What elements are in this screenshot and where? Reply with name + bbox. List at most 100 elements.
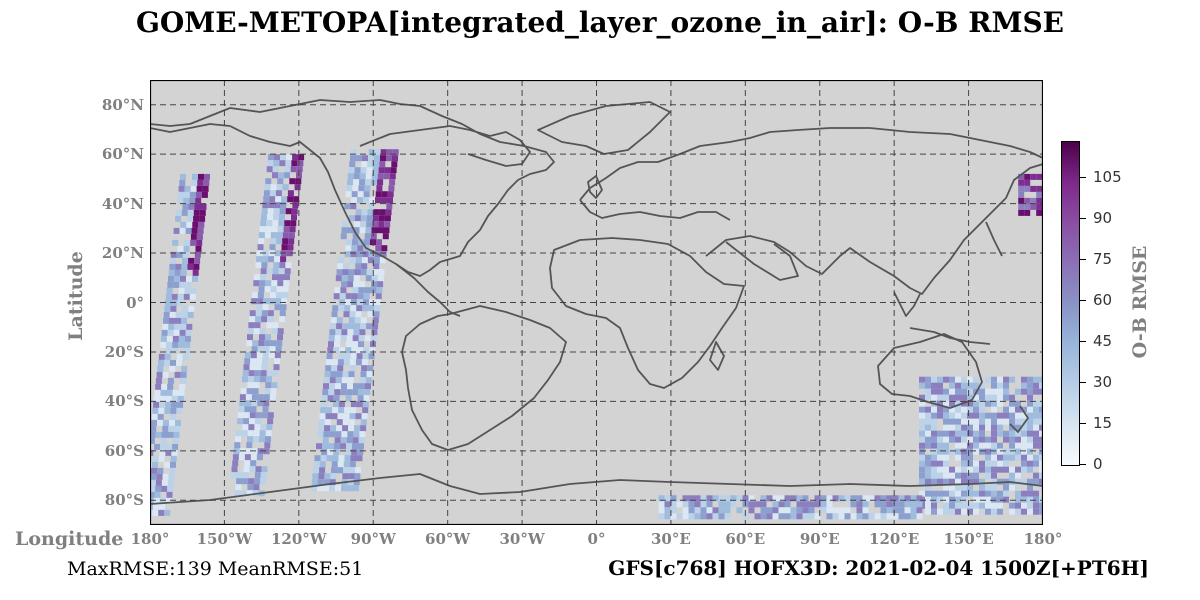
- rmse-cell: [955, 406, 961, 413]
- rmse-cell: [910, 495, 917, 502]
- y-axis-label: Latitude: [65, 251, 87, 341]
- rmse-cell: [317, 479, 324, 486]
- rmse-cell: [991, 430, 997, 437]
- rmse-cell: [324, 425, 331, 432]
- rmse-cell: [276, 238, 283, 245]
- rmse-cell: [338, 401, 345, 408]
- rmse-cell: [255, 412, 262, 419]
- rmse-cell: [931, 376, 937, 383]
- rmse-cell: [844, 507, 851, 514]
- rmse-cell: [1009, 418, 1015, 425]
- rmse-cell: [979, 400, 985, 407]
- rmse-cell: [955, 490, 961, 497]
- rmse-cell: [342, 269, 349, 276]
- rmse-cell: [270, 340, 277, 347]
- rmse-cell: [247, 334, 253, 341]
- rmse-cell: [175, 419, 181, 426]
- rmse-cell: [1033, 382, 1039, 389]
- rmse-cell: [172, 389, 179, 396]
- rmse-cell: [802, 501, 809, 508]
- rmse-cell: [260, 472, 267, 479]
- rmse-cell: [1009, 436, 1015, 443]
- rmse-cell: [1021, 418, 1027, 425]
- rmse-cell: [937, 460, 943, 467]
- rmse-cell: [991, 418, 997, 425]
- rmse-cell: [973, 490, 979, 497]
- rmse-cell: [363, 347, 370, 354]
- rmse-cell: [234, 490, 241, 497]
- rmse-cell: [165, 395, 172, 402]
- rmse-cell: [271, 226, 278, 233]
- rmse-cell: [180, 173, 186, 180]
- rmse-cell: [365, 383, 371, 390]
- rmse-cell: [361, 161, 368, 168]
- rmse-cell: [359, 431, 366, 438]
- rmse-cell: [348, 215, 355, 222]
- rmse-cell: [892, 513, 899, 520]
- rmse-cell: [177, 293, 184, 300]
- rmse-cell: [257, 244, 264, 251]
- rmse-cell: [284, 166, 291, 173]
- rmse-cell: [265, 436, 271, 443]
- rmse-cell: [232, 454, 239, 461]
- rmse-cell: [357, 293, 364, 300]
- rmse-cell: [997, 460, 1003, 467]
- rmse-cell: [261, 364, 268, 371]
- rmse-cell: [949, 382, 955, 389]
- rmse-cell: [269, 346, 276, 353]
- rmse-cell: [192, 275, 198, 282]
- rmse-cell: [199, 209, 206, 216]
- rmse-cell: [253, 382, 260, 389]
- rmse-cell: [250, 454, 257, 461]
- lat-tick-label: 20°S: [104, 342, 144, 361]
- rmse-cell: [384, 215, 391, 222]
- rmse-cell: [335, 275, 342, 282]
- rmse-cell: [249, 316, 256, 323]
- rmse-cell: [961, 466, 967, 473]
- rmse-cell: [345, 293, 352, 300]
- rmse-cell: [682, 507, 689, 514]
- rmse-cell: [1015, 442, 1021, 449]
- rmse-cell: [862, 507, 869, 514]
- rmse-cell: [1036, 173, 1043, 180]
- rmse-cell: [184, 239, 191, 246]
- rmse-cell: [919, 478, 925, 485]
- rmse-cell: [943, 448, 949, 455]
- rmse-cell: [166, 341, 173, 348]
- rmse-cell: [259, 226, 266, 233]
- rmse-cell: [160, 389, 167, 396]
- rmse-cell: [955, 424, 961, 431]
- rmse-cell: [706, 501, 713, 508]
- rmse-cell: [352, 335, 359, 342]
- rmse-cell: [916, 507, 923, 514]
- rmse-cell: [354, 473, 361, 480]
- rmse-cell: [375, 293, 382, 300]
- rmse-cell: [236, 478, 243, 485]
- rmse-cell: [254, 478, 261, 485]
- rmse-cell: [237, 412, 244, 419]
- rmse-cell: [384, 167, 391, 174]
- rmse-cell: [826, 513, 833, 520]
- rmse-cell: [247, 328, 254, 335]
- rmse-cell: [259, 334, 265, 341]
- rmse-cell: [185, 227, 192, 234]
- rmse-cell: [955, 388, 961, 395]
- rmse-cell: [171, 347, 178, 354]
- rmse-cell: [331, 311, 338, 318]
- rmse-cell: [856, 513, 863, 520]
- rmse-cell: [1015, 424, 1021, 431]
- rmse-cell: [844, 513, 851, 520]
- rmse-cell: [190, 233, 197, 240]
- rmse-cell: [185, 281, 192, 288]
- rmse-cell: [341, 329, 348, 336]
- rmse-cell: [826, 501, 833, 508]
- rmse-cell: [325, 359, 332, 366]
- rmse-cell: [1027, 424, 1033, 431]
- rmse-cell: [272, 220, 279, 227]
- rmse-cell: [943, 496, 949, 503]
- rmse-cell: [967, 400, 973, 407]
- rmse-cell: [192, 221, 199, 228]
- rmse-cell: [335, 329, 342, 336]
- rmse-cell: [326, 455, 333, 462]
- rmse-cell: [262, 256, 269, 263]
